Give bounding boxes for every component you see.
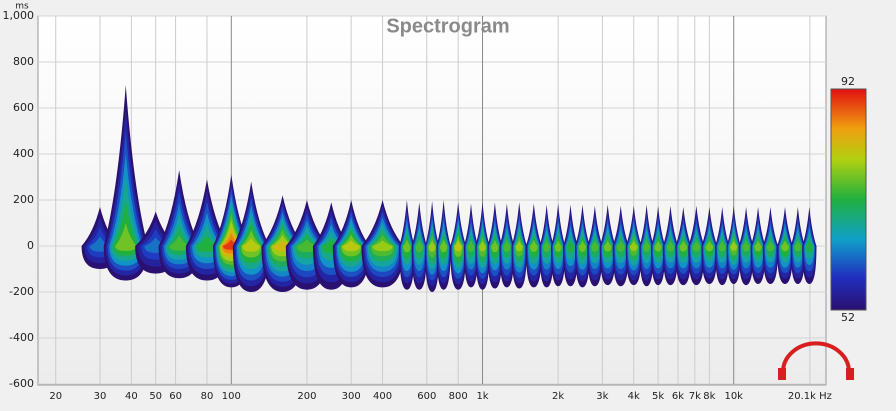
x-tick-label: 600 — [417, 391, 436, 402]
y-tick-label: -600 — [9, 377, 34, 390]
x-tick-label: 200 — [297, 391, 316, 402]
x-tick-label: 50 — [149, 391, 162, 402]
spectrogram-level — [781, 240, 789, 252]
spectrogram-level — [754, 240, 762, 252]
spectrogram-level — [491, 239, 499, 253]
spectrogram-level — [242, 237, 260, 252]
x-tick-label: 4k — [628, 391, 640, 402]
chart-title: Spectrogram — [386, 15, 509, 37]
x-tick-label: 800 — [449, 391, 468, 402]
spectrogram-level — [766, 240, 775, 252]
spectrogram-level — [566, 239, 575, 253]
colorbar-max-label: 92 — [841, 75, 855, 88]
spectrogram-level — [805, 239, 813, 253]
spectrogram-level — [415, 239, 423, 253]
spectrogram-level — [591, 240, 599, 252]
x-tick-label: 100 — [222, 391, 241, 402]
y-axis-label: ms — [15, 2, 29, 12]
y-tick-label: 1,000 — [3, 9, 35, 22]
spectrogram-level — [196, 234, 218, 252]
x-tick-label: 20.1k Hz — [788, 391, 832, 402]
spectrogram-level — [692, 240, 701, 252]
y-tick-label: 200 — [13, 193, 34, 206]
spectrogram-level — [479, 240, 486, 252]
x-tick-label: 2k — [552, 391, 564, 402]
colorbar — [830, 88, 867, 311]
y-tick-label: 0 — [27, 239, 34, 252]
spectrogram-level — [440, 239, 448, 253]
spectrogram-level — [372, 240, 393, 252]
x-tick-label: 60 — [169, 391, 182, 402]
logo — [778, 341, 854, 380]
spectrogram-level — [654, 240, 662, 252]
spectrogram-level — [718, 240, 726, 252]
spectrogram-level — [169, 235, 190, 251]
x-tick-label: 10k — [724, 391, 743, 402]
spectrogram-level — [629, 240, 638, 251]
x-tick-label: 1k — [476, 391, 488, 402]
spectrogram-level — [616, 240, 625, 252]
x-tick-label: 5k — [652, 391, 664, 402]
spectrogram-level — [467, 239, 475, 252]
x-tick-label: 300 — [342, 391, 361, 402]
spectrogram-level — [705, 240, 714, 252]
spectrogram-level — [666, 240, 675, 252]
spectrogram-level — [296, 239, 318, 253]
spectrogram-level — [679, 240, 688, 252]
y-tick-label: -400 — [9, 331, 34, 344]
x-tick-label: 80 — [201, 391, 214, 402]
spectrogram-level — [578, 240, 587, 252]
spectrogram-level — [428, 240, 436, 252]
spectrogram-level — [115, 223, 137, 251]
spectrogram-level — [454, 240, 462, 252]
x-tick-label: 8k — [703, 391, 715, 402]
x-tick-label: 400 — [373, 391, 392, 402]
spectrogram-level — [643, 240, 651, 252]
spectrogram-level — [730, 240, 738, 251]
spectrogram-level — [342, 240, 360, 252]
spectrogram-level — [554, 239, 562, 252]
spectrogram-level — [503, 239, 511, 252]
x-tick-label: 7k — [689, 391, 701, 402]
y-tick-label: 800 — [13, 55, 34, 68]
x-tick-label: 6k — [672, 391, 684, 402]
spectrogram-level — [794, 240, 802, 252]
y-tick-label: -200 — [9, 285, 34, 298]
x-tick-label: 20 — [49, 391, 62, 402]
colorbar-min-label: 52 — [841, 311, 855, 324]
spectrogram-level — [529, 239, 538, 252]
spectrogram-level — [603, 240, 612, 252]
x-tick-label: 30 — [94, 391, 107, 402]
y-tick-label: 600 — [13, 101, 34, 114]
y-tick-label: 400 — [13, 147, 34, 160]
spectrogram-level — [515, 240, 523, 252]
spectrogram-level — [742, 240, 750, 252]
spectrogram-level — [403, 239, 411, 253]
spectrogram-level — [543, 240, 551, 252]
x-tick-label: 40 — [125, 391, 138, 402]
x-tick-label: 3k — [596, 391, 608, 402]
